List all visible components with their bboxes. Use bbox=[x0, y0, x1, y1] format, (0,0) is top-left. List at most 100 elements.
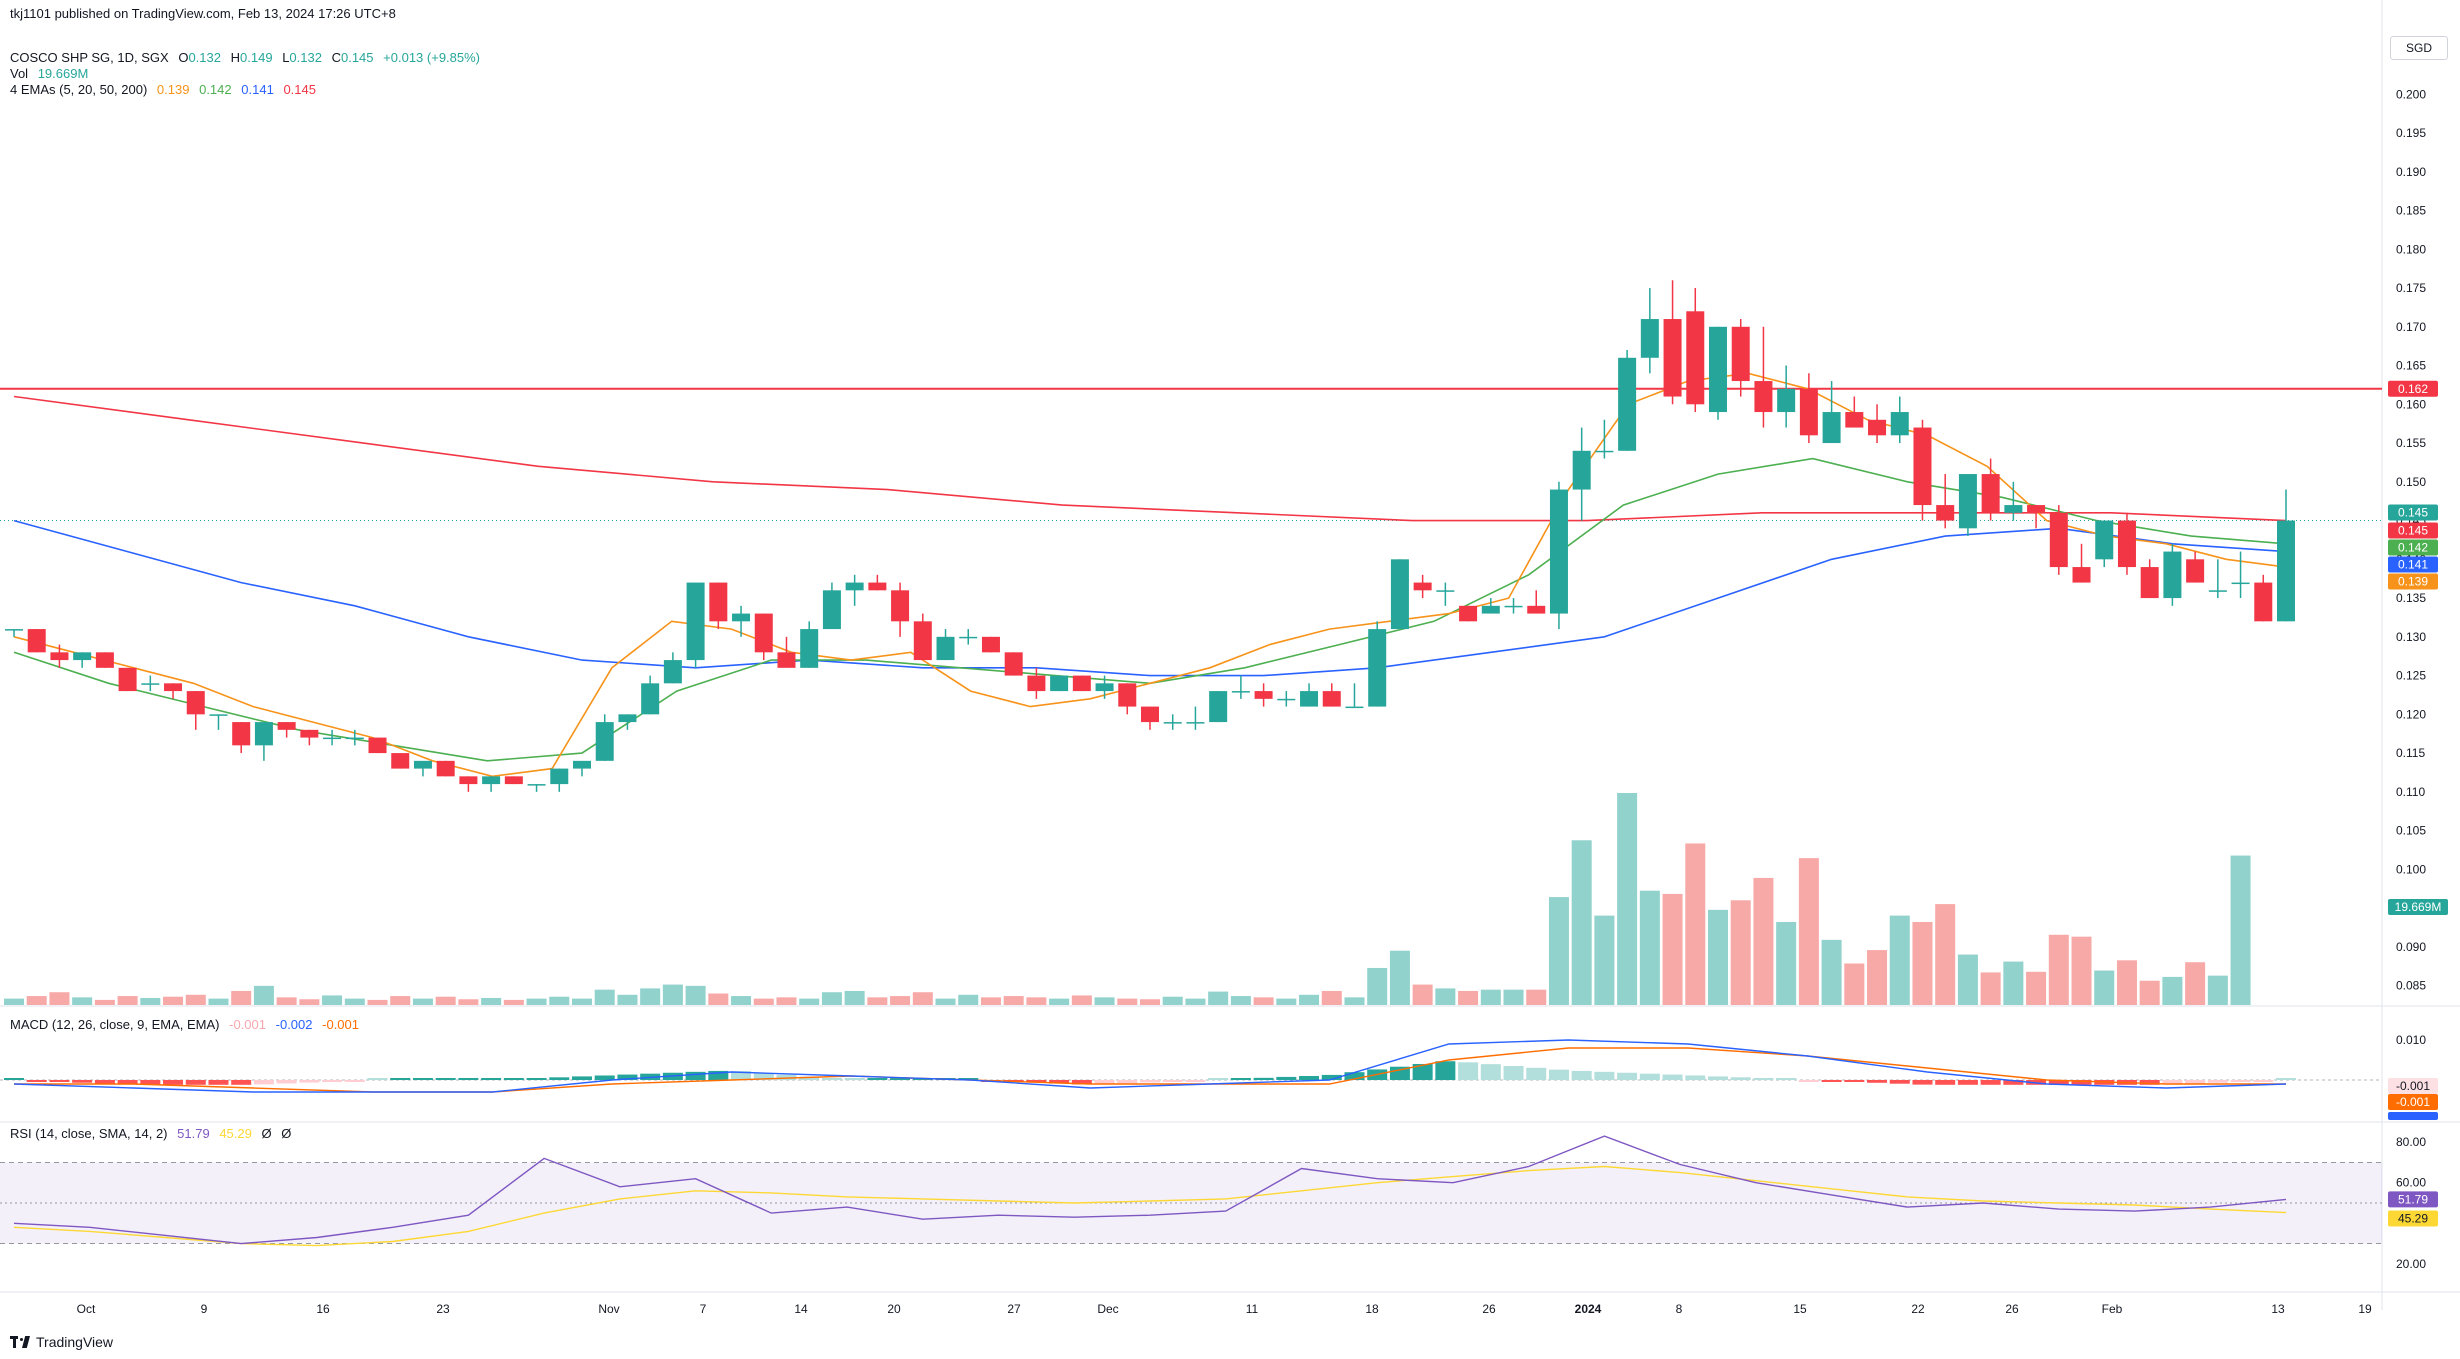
price-axis-label: 0.155 bbox=[2396, 436, 2426, 450]
volume-bar bbox=[549, 996, 570, 1005]
volume-bar bbox=[94, 999, 115, 1005]
macd-histogram-bar bbox=[4, 1078, 24, 1080]
rsi-ma-tag-bg bbox=[2388, 1210, 2438, 1227]
time-axis-label: 9 bbox=[201, 1302, 208, 1316]
candle-body bbox=[822, 590, 841, 630]
rsi-label[interactable]: RSI (14, close, SMA, 14, 2) bbox=[10, 1126, 168, 1141]
candle-body bbox=[209, 714, 228, 716]
volume-bar bbox=[1503, 989, 1524, 1005]
time-axis-label: 14 bbox=[794, 1302, 808, 1316]
volume-bar bbox=[1480, 989, 1501, 1005]
price-axis-label: 0.185 bbox=[2396, 204, 2426, 218]
candle-body bbox=[2095, 520, 2114, 560]
candle-body bbox=[368, 737, 387, 754]
volume-bar bbox=[2071, 936, 2092, 1005]
candle-body bbox=[186, 691, 205, 715]
candle-body bbox=[913, 621, 932, 661]
macd-histogram-bar bbox=[1276, 1076, 1297, 1080]
volume-bar bbox=[253, 985, 274, 1005]
time-axis-label: 7 bbox=[700, 1302, 707, 1316]
macd-histogram-bar bbox=[1208, 1078, 1229, 1080]
price-axis-label: 0.100 bbox=[2396, 862, 2426, 876]
candle-body bbox=[1186, 722, 1205, 724]
volume-bar bbox=[1753, 877, 1774, 1005]
volume-bar bbox=[572, 998, 592, 1005]
macd-histogram-bar bbox=[458, 1078, 479, 1080]
macd-histogram-bar bbox=[1458, 1062, 1479, 1080]
time-axis-label: 11 bbox=[1246, 1302, 1259, 1316]
volume-bar bbox=[980, 997, 1001, 1005]
candle-body bbox=[1936, 505, 1955, 521]
volume-bar bbox=[776, 997, 797, 1005]
price-axis-label: 0.085 bbox=[2396, 979, 2426, 993]
macd-histogram-bar bbox=[1821, 1080, 1842, 1082]
volume-bar bbox=[1412, 984, 1433, 1005]
macd-histogram-bar bbox=[1344, 1072, 1365, 1080]
volume-bar bbox=[617, 994, 638, 1005]
macd-histogram-bar bbox=[1162, 1080, 1183, 1082]
macd-histogram-bar bbox=[1639, 1073, 1660, 1080]
volume-bar bbox=[299, 999, 320, 1005]
candle-body bbox=[868, 582, 887, 591]
macd-histogram-bar bbox=[1094, 1080, 1115, 1085]
candle-body bbox=[1027, 675, 1046, 692]
candle-body bbox=[482, 776, 501, 785]
macd-histogram-bar bbox=[94, 1080, 115, 1084]
volume-tag-bg bbox=[2388, 899, 2448, 915]
candle-body bbox=[232, 722, 251, 746]
price-axis-label: 0.090 bbox=[2396, 940, 2426, 954]
macd-histogram-bar bbox=[958, 1078, 979, 1080]
symbol-title[interactable]: COSCO SHP SG, 1D, SGX bbox=[10, 50, 169, 65]
macd-histogram-bar bbox=[322, 1080, 343, 1082]
volume-bar bbox=[1639, 890, 1660, 1005]
volume-bar bbox=[2185, 962, 2206, 1005]
macd-histogram-bar bbox=[140, 1080, 161, 1085]
macd-histogram-bar bbox=[2207, 1080, 2228, 1083]
macd-histogram-bar bbox=[503, 1078, 524, 1080]
ema5-price-tag-bg bbox=[2388, 573, 2438, 590]
candle-body bbox=[504, 776, 523, 785]
macd-label[interactable]: MACD (12, 26, close, 9, EMA, EMA) bbox=[10, 1017, 220, 1032]
volume-bar bbox=[231, 990, 252, 1005]
macd-hist-value: -0.001 bbox=[229, 1017, 267, 1032]
volume-bar bbox=[1526, 989, 1547, 1005]
macd-histogram-bar bbox=[2071, 1080, 2092, 1085]
macd-histogram-bar bbox=[685, 1071, 706, 1080]
macd-histogram-bar bbox=[867, 1078, 888, 1080]
ema-label[interactable]: 4 EMAs (5, 20, 50, 200) bbox=[10, 82, 148, 97]
volume-value: 19.669M bbox=[37, 66, 89, 81]
candle-body bbox=[1686, 311, 1705, 405]
candle-body bbox=[1618, 357, 1637, 451]
time-axis-label: 18 bbox=[1365, 1302, 1379, 1316]
volume-bar bbox=[1708, 909, 1728, 1005]
candle-body bbox=[2049, 512, 2068, 568]
tradingview-branding[interactable]: TradingView bbox=[10, 1334, 113, 1350]
time-axis-label: 8 bbox=[1676, 1302, 1683, 1316]
ema200-price-tag-bg bbox=[2388, 522, 2438, 539]
candle-body bbox=[1390, 559, 1409, 630]
volume-bar bbox=[208, 998, 229, 1005]
candle-body bbox=[1845, 412, 1864, 428]
candle-body bbox=[936, 636, 955, 661]
volume-bar bbox=[1321, 990, 1342, 1005]
rsi-lower-value: Ø bbox=[281, 1126, 292, 1141]
macd-line-tag-bg bbox=[2388, 1112, 2438, 1120]
resistance-price-tag: 0.162 bbox=[2398, 382, 2428, 396]
candle-body bbox=[2231, 582, 2250, 585]
volume-bar bbox=[322, 995, 343, 1005]
currency-button[interactable]: SGD bbox=[2390, 36, 2448, 60]
ohlc-high: H0.149 bbox=[230, 50, 273, 65]
price-axis-label: 0.130 bbox=[2396, 630, 2426, 644]
candle-body bbox=[573, 760, 591, 769]
macd-histogram-bar bbox=[1662, 1074, 1683, 1080]
volume-bar bbox=[1094, 997, 1115, 1005]
macd-histogram-bar bbox=[1935, 1080, 1956, 1085]
macd-histogram-bar bbox=[2230, 1080, 2251, 1082]
time-axis-label: 16 bbox=[316, 1302, 330, 1316]
candle-body bbox=[459, 776, 478, 785]
volume-bar bbox=[2230, 855, 2251, 1005]
price-axis-label: 0.150 bbox=[2396, 475, 2426, 489]
macd-histogram-bar bbox=[594, 1075, 615, 1080]
candle-body bbox=[1345, 706, 1364, 709]
